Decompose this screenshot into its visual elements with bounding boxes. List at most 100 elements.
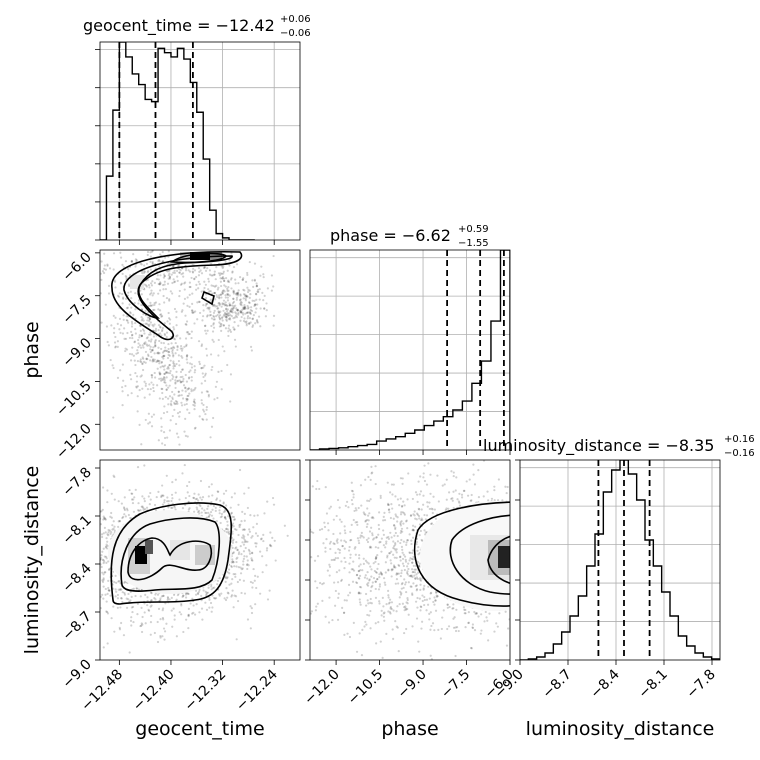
scatter-point: [218, 296, 221, 299]
scatter-point: [129, 516, 132, 520]
scatter-point: [391, 628, 394, 631]
scatter-point: [193, 365, 196, 368]
scatter-point: [152, 360, 156, 363]
scatter-point: [113, 498, 116, 501]
scatter-point: [219, 505, 222, 509]
scatter-point: [222, 270, 225, 273]
scatter-point: [241, 308, 244, 311]
scatter-point: [470, 499, 473, 502]
scatter-point: [167, 500, 170, 503]
scatter-point: [420, 508, 423, 511]
scatter-point: [471, 626, 475, 630]
scatter-point: [117, 520, 120, 523]
scatter-point: [233, 338, 237, 341]
scatter-point: [217, 370, 220, 373]
scatter-point: [254, 322, 257, 325]
scatter-point: [140, 624, 143, 627]
scatter-point: [148, 393, 151, 396]
scatter-point: [344, 541, 348, 544]
scatter-point: [407, 567, 410, 571]
scatter-point: [169, 379, 172, 382]
scatter-point: [156, 384, 159, 387]
scatter-point: [338, 569, 341, 572]
scatter-point: [105, 600, 108, 603]
scatter-point: [135, 385, 138, 388]
scatter-point: [241, 510, 244, 513]
scatter-point: [134, 332, 137, 335]
scatter-point: [202, 266, 206, 270]
scatter-point: [445, 498, 448, 501]
scatter-point: [116, 593, 120, 597]
scatter-point: [357, 569, 360, 573]
scatter-point: [455, 608, 458, 611]
scatter-point: [375, 556, 378, 559]
scatter-point: [442, 609, 445, 612]
scatter-point: [217, 310, 220, 313]
scatter-point: [121, 292, 124, 296]
scatter-point: [374, 557, 377, 560]
scatter-point: [106, 547, 109, 550]
scatter-point: [216, 396, 219, 400]
scatter-point: [353, 547, 356, 550]
scatter-point: [167, 250, 170, 253]
scatter-point: [123, 508, 127, 512]
scatter-point: [389, 559, 392, 562]
scatter-point: [173, 402, 176, 406]
scatter-point: [137, 346, 140, 349]
scatter-point: [225, 315, 228, 318]
scatter-point: [406, 607, 409, 611]
scatter-point: [498, 612, 501, 615]
scatter-point: [326, 522, 330, 525]
scatter-point: [121, 263, 124, 266]
scatter-point: [222, 492, 226, 495]
scatter-point: [197, 590, 201, 593]
scatter-point: [159, 325, 162, 328]
scatter-point: [245, 295, 248, 298]
scatter-point: [210, 610, 213, 613]
scatter-point: [338, 549, 342, 552]
scatter-point: [121, 600, 124, 604]
scatter-point: [241, 536, 244, 539]
scatter-point: [239, 294, 242, 297]
scatter-point: [182, 630, 185, 634]
scatter-point: [112, 416, 115, 419]
scatter-point: [226, 520, 229, 523]
scatter-point: [358, 554, 361, 557]
scatter-point: [113, 280, 117, 283]
scatter-point: [236, 548, 239, 551]
scatter-point: [185, 320, 189, 323]
scatter-point: [129, 619, 133, 622]
scatter-point: [163, 372, 166, 376]
scatter-point: [141, 344, 144, 347]
scatter-point: [452, 471, 455, 474]
scatter-point: [210, 317, 214, 320]
scatter-point: [367, 537, 370, 540]
scatter-point: [411, 592, 414, 595]
scatter-point: [374, 596, 378, 599]
scatter-point: [121, 591, 124, 594]
scatter-point: [205, 332, 208, 335]
scatter-point: [134, 328, 137, 331]
scatter-point: [383, 619, 386, 622]
scatter-point: [396, 520, 399, 523]
scatter-point: [201, 372, 204, 375]
scatter-point: [120, 502, 123, 505]
scatter-point: [400, 592, 403, 595]
scatter-point: [166, 436, 169, 439]
scatter-point: [212, 318, 215, 321]
scatter-point: [247, 288, 250, 291]
scatter-point: [144, 361, 147, 364]
scatter-point: [154, 301, 158, 304]
scatter-point: [180, 401, 183, 404]
scatter-point: [122, 314, 125, 317]
scatter-point: [219, 322, 222, 325]
scatter-point: [243, 306, 247, 309]
scatter-point: [224, 580, 227, 583]
scatter-point: [374, 560, 377, 563]
scatter-point: [107, 586, 110, 590]
scatter-point: [168, 354, 171, 357]
scatter-point: [141, 362, 144, 366]
scatter-point: [173, 338, 177, 341]
scatter-point: [231, 311, 234, 314]
scatter-point: [168, 384, 171, 387]
